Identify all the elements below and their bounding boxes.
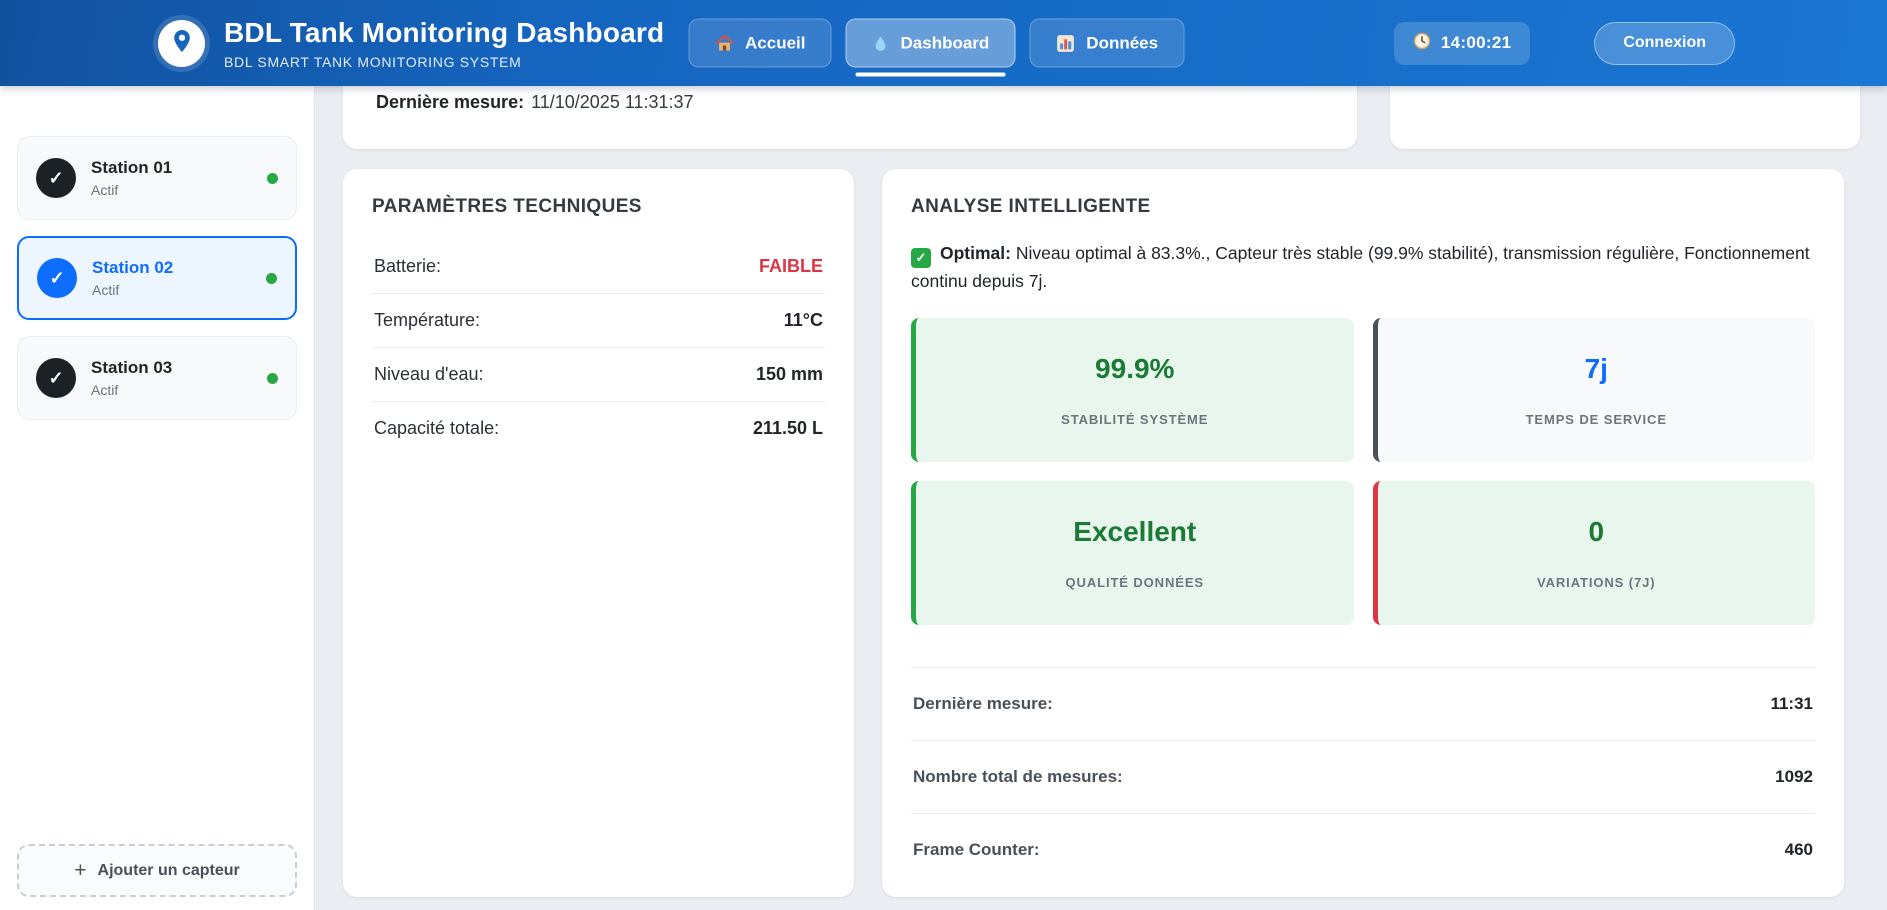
param-label: Batterie: bbox=[374, 256, 442, 276]
online-status-dot bbox=[266, 272, 277, 284]
nav-accueil-button[interactable]: Accueil bbox=[688, 18, 832, 68]
check-glyph: ✓ bbox=[49, 267, 65, 288]
plus-icon: + bbox=[74, 859, 87, 882]
capacity-value: 211.50 L bbox=[752, 418, 823, 438]
app-logo bbox=[158, 19, 205, 67]
droplet-icon bbox=[872, 33, 890, 53]
info-row-total-measures: Nombre total de mesures: 1092 bbox=[911, 740, 1815, 813]
last-measure-label: Dernière mesure: bbox=[376, 92, 525, 112]
analysis-title: ANALYSE INTELLIGENTE bbox=[911, 196, 1151, 217]
location-pin-icon bbox=[169, 28, 195, 59]
online-status-dot bbox=[267, 172, 278, 184]
nav-dashboard-label: Dashboard bbox=[900, 33, 990, 52]
main-nav: Accueil Dashboard Données bbox=[688, 18, 1185, 77]
param-label: Température: bbox=[374, 310, 481, 330]
check-glyph: ✓ bbox=[48, 167, 64, 188]
station-status: Actif bbox=[91, 382, 119, 398]
active-tab-indicator bbox=[855, 72, 1006, 77]
clock-badge: 14:00:21 bbox=[1393, 21, 1531, 65]
add-sensor-button[interactable]: + Ajouter un capteur bbox=[17, 844, 297, 897]
station-name: Station 01 bbox=[91, 158, 173, 177]
water-level-value: 150 mm bbox=[755, 364, 823, 384]
stat-service-time: 7j TEMPS DE SERVICE bbox=[1372, 318, 1815, 462]
info-label: Frame Counter: bbox=[913, 840, 1040, 859]
add-sensor-label: Ajouter un capteur bbox=[97, 861, 240, 879]
stat-value: 99.9% bbox=[1095, 353, 1175, 384]
last-measure-banner: Dernière mesure: 11/10/2025 11:31:37 bbox=[343, 86, 1357, 149]
total-measures-value: 1092 bbox=[1775, 767, 1813, 786]
top-right-card-fragment bbox=[1390, 86, 1860, 149]
nav-donnees-label: Données bbox=[1086, 33, 1159, 52]
online-status-dot bbox=[267, 372, 278, 384]
title-block: BDL Tank Monitoring Dashboard BDL SMART … bbox=[224, 17, 664, 70]
stat-value: Excellent bbox=[1073, 516, 1197, 547]
param-row-battery: Batterie: FAIBLE bbox=[372, 240, 825, 294]
analysis-summary: ✓ Optimal: Niveau optimal à 83.3%., Capte… bbox=[911, 240, 1815, 294]
parameters-card: PARAMÈTRES TECHNIQUES Batterie: FAIBLE T… bbox=[343, 169, 854, 897]
station-card-01[interactable]: ✓ Station 01 Actif bbox=[17, 136, 297, 220]
station-status: Actif bbox=[91, 182, 119, 198]
stat-value: 0 bbox=[1588, 516, 1605, 547]
analysis-card: ANALYSE INTELLIGENTE ✓ Optimal: Niveau op… bbox=[882, 169, 1844, 897]
login-button[interactable]: Connexion bbox=[1594, 21, 1735, 65]
temperature-value: 11°C bbox=[783, 310, 823, 330]
stats-grid: 99.9% STABILITÉ SYSTÈME 7j TEMPS DE SERV… bbox=[911, 318, 1815, 625]
nav-dashboard-button[interactable]: Dashboard bbox=[845, 18, 1016, 77]
station-card-02[interactable]: ✓ Station 02 Actif bbox=[17, 236, 297, 320]
header-right: 14:00:21 Connexion bbox=[1393, 21, 1735, 65]
last-measure-value: 11/10/2025 11:31:37 bbox=[531, 92, 694, 112]
info-row-last-measure: Dernière mesure: 11:31 bbox=[911, 667, 1815, 740]
station-info: Station 02 Actif bbox=[92, 258, 173, 298]
stat-data-quality: Excellent QUALITÉ DONNÉES bbox=[911, 481, 1354, 625]
check-square-icon: ✓ bbox=[911, 247, 931, 268]
info-row-frame-counter: Frame Counter: 460 bbox=[911, 813, 1815, 886]
check-glyph: ✓ bbox=[915, 250, 927, 265]
bar-chart-icon bbox=[1055, 33, 1075, 53]
clock-time: 14:00:21 bbox=[1440, 33, 1512, 52]
analysis-status-text: Niveau optimal à 83.3%., Capteur très st… bbox=[911, 243, 1810, 291]
battery-status-value: FAIBLE bbox=[758, 256, 823, 276]
info-label: Dernière mesure: bbox=[913, 694, 1053, 713]
stat-value: 7j bbox=[1584, 353, 1608, 384]
stat-system-stability: 99.9% STABILITÉ SYSTÈME bbox=[911, 318, 1354, 462]
check-circle-icon: ✓ bbox=[37, 258, 77, 298]
stat-label: QUALITÉ DONNÉES bbox=[1065, 575, 1204, 590]
sidebar: ✓ Station 01 Actif ✓ Station 02 Actif ✓ … bbox=[0, 86, 315, 910]
nav-donnees-button[interactable]: Données bbox=[1029, 18, 1185, 68]
stat-variations: 0 VARIATIONS (7J) bbox=[1372, 481, 1815, 625]
main-content: Dernière mesure: 11/10/2025 11:31:37 PARA… bbox=[315, 86, 1887, 910]
info-label: Nombre total de mesures: bbox=[913, 767, 1123, 786]
station-name: Station 02 bbox=[92, 258, 174, 277]
parameters-rows: Batterie: FAIBLE Température: 11°C Nivea… bbox=[372, 240, 825, 455]
station-card-03[interactable]: ✓ Station 03 Actif bbox=[17, 336, 297, 420]
check-circle-icon: ✓ bbox=[36, 358, 76, 398]
clock-icon bbox=[1413, 32, 1431, 55]
param-label: Capacité totale: bbox=[374, 418, 500, 438]
check-circle-icon: ✓ bbox=[36, 158, 76, 198]
stat-label: VARIATIONS (7J) bbox=[1537, 575, 1656, 590]
param-row-capacity: Capacité totale: 211.50 L bbox=[372, 402, 825, 455]
app-subtitle: BDL SMART TANK MONITORING SYSTEM bbox=[224, 53, 522, 70]
app-header: BDL Tank Monitoring Dashboard BDL SMART … bbox=[0, 0, 1887, 86]
station-info: Station 01 Actif bbox=[91, 158, 172, 198]
parameters-title: PARAMÈTRES TECHNIQUES bbox=[372, 196, 642, 217]
analysis-info-rows: Dernière mesure: 11:31 Nombre total de m… bbox=[911, 667, 1815, 886]
home-icon bbox=[714, 33, 734, 53]
stat-label: TEMPS DE SERVICE bbox=[1525, 412, 1667, 427]
station-name: Station 03 bbox=[91, 358, 173, 377]
last-measure-time-value: 11:31 bbox=[1770, 694, 1813, 713]
app-title: BDL Tank Monitoring Dashboard bbox=[224, 16, 665, 48]
station-info: Station 03 Actif bbox=[91, 358, 172, 398]
param-row-water-level: Niveau d'eau: 150 mm bbox=[372, 348, 825, 402]
param-row-temperature: Température: 11°C bbox=[372, 294, 825, 348]
nav-accueil-label: Accueil bbox=[745, 33, 806, 52]
stat-label: STABILITÉ SYSTÈME bbox=[1061, 412, 1209, 427]
check-glyph: ✓ bbox=[48, 367, 64, 388]
frame-counter-value: 460 bbox=[1784, 840, 1813, 859]
param-label: Niveau d'eau: bbox=[374, 364, 484, 384]
analysis-status-label: Optimal: bbox=[940, 243, 1011, 263]
station-status: Actif bbox=[92, 282, 120, 298]
